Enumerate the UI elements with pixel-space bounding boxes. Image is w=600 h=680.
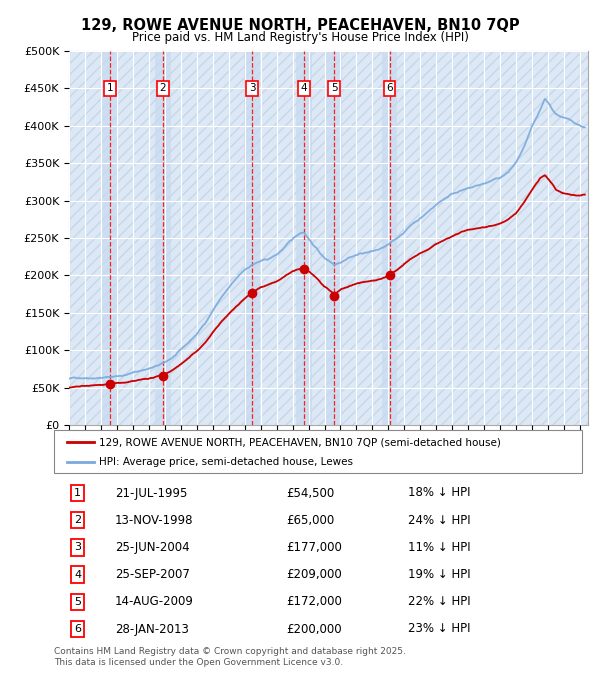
Bar — [102, 51, 118, 425]
Text: 129, ROWE AVENUE NORTH, PEACEHAVEN, BN10 7QP (semi-detached house): 129, ROWE AVENUE NORTH, PEACEHAVEN, BN10… — [99, 437, 501, 447]
Text: 1: 1 — [74, 488, 81, 498]
Bar — [244, 51, 260, 425]
Text: Contains HM Land Registry data © Crown copyright and database right 2025.
This d: Contains HM Land Registry data © Crown c… — [54, 647, 406, 667]
Text: 6: 6 — [74, 624, 81, 634]
Text: £200,000: £200,000 — [286, 622, 342, 636]
Bar — [326, 51, 343, 425]
Text: Price paid vs. HM Land Registry's House Price Index (HPI): Price paid vs. HM Land Registry's House … — [131, 31, 469, 44]
Text: 6: 6 — [386, 84, 393, 93]
Text: 22% ↓ HPI: 22% ↓ HPI — [408, 595, 470, 609]
Text: 2: 2 — [160, 84, 166, 93]
Text: £172,000: £172,000 — [286, 595, 342, 609]
Text: 25-SEP-2007: 25-SEP-2007 — [115, 568, 190, 581]
Text: 129, ROWE AVENUE NORTH, PEACEHAVEN, BN10 7QP: 129, ROWE AVENUE NORTH, PEACEHAVEN, BN10… — [80, 18, 520, 33]
Text: 24% ↓ HPI: 24% ↓ HPI — [408, 513, 470, 527]
Text: 1: 1 — [106, 84, 113, 93]
Text: 13-NOV-1998: 13-NOV-1998 — [115, 513, 193, 527]
Text: 19% ↓ HPI: 19% ↓ HPI — [408, 568, 470, 581]
Text: 3: 3 — [74, 543, 81, 552]
Text: 4: 4 — [301, 84, 308, 93]
Text: 21-JUL-1995: 21-JUL-1995 — [115, 486, 187, 500]
Text: 23% ↓ HPI: 23% ↓ HPI — [408, 622, 470, 636]
Text: HPI: Average price, semi-detached house, Lewes: HPI: Average price, semi-detached house,… — [99, 457, 353, 467]
Text: 25-JUN-2004: 25-JUN-2004 — [115, 541, 190, 554]
Text: 28-JAN-2013: 28-JAN-2013 — [115, 622, 188, 636]
Text: 3: 3 — [249, 84, 256, 93]
Text: £54,500: £54,500 — [286, 486, 335, 500]
Text: 11% ↓ HPI: 11% ↓ HPI — [408, 541, 470, 554]
Bar — [296, 51, 312, 425]
Text: 5: 5 — [331, 84, 338, 93]
Bar — [155, 51, 171, 425]
Bar — [382, 51, 397, 425]
Text: 5: 5 — [74, 597, 81, 607]
Text: 14-AUG-2009: 14-AUG-2009 — [115, 595, 194, 609]
Text: £177,000: £177,000 — [286, 541, 342, 554]
Text: £65,000: £65,000 — [286, 513, 335, 527]
Text: 18% ↓ HPI: 18% ↓ HPI — [408, 486, 470, 500]
Text: 2: 2 — [74, 515, 82, 525]
Text: 4: 4 — [74, 570, 82, 579]
Text: £209,000: £209,000 — [286, 568, 342, 581]
